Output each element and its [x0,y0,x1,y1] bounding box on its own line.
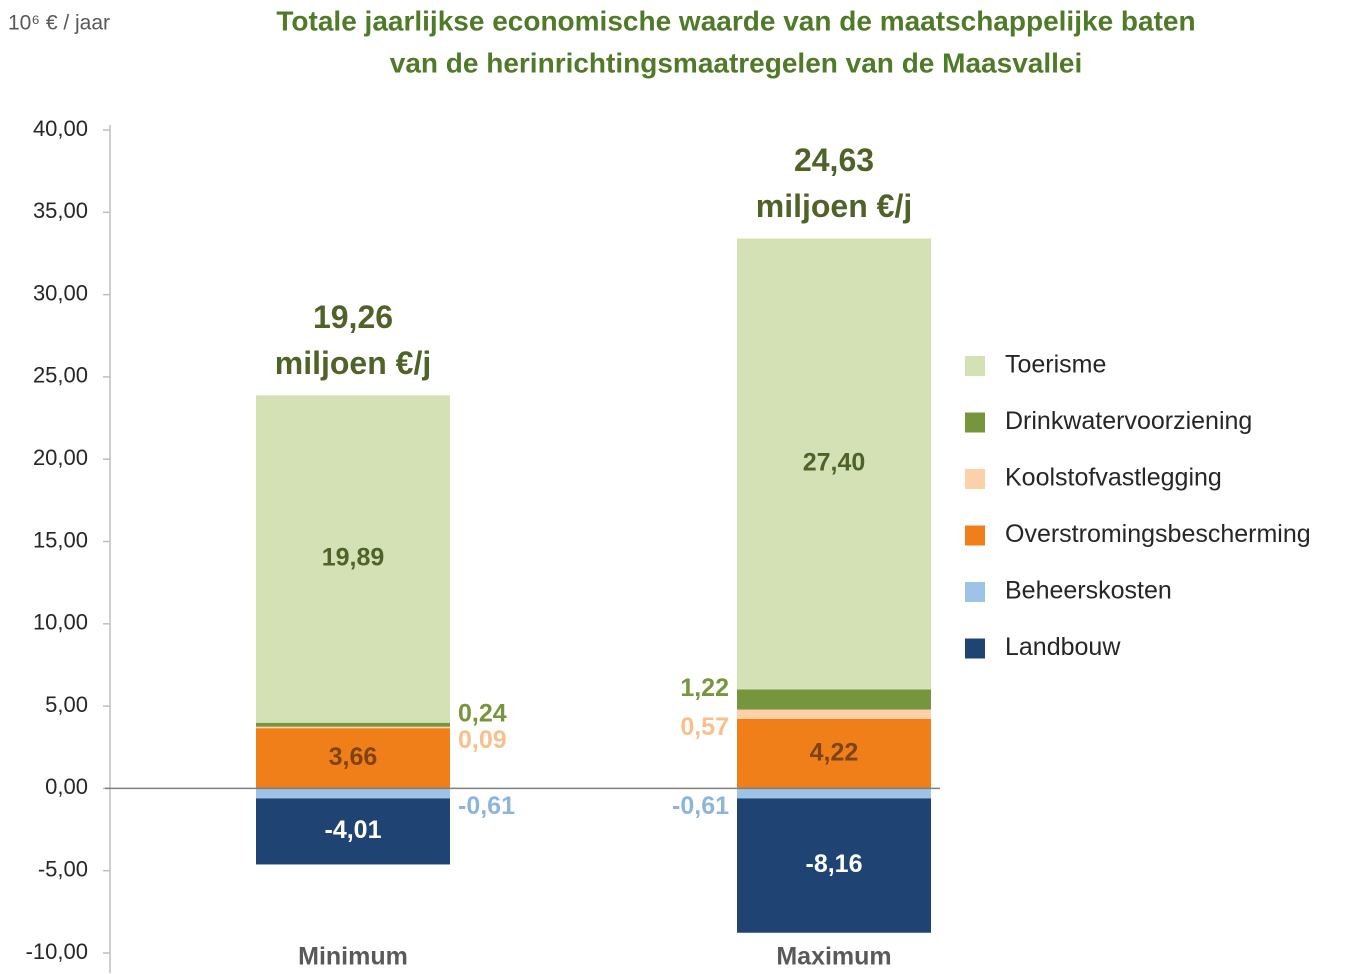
total-label: 24,63 [794,142,874,178]
value-label: -4,01 [325,816,382,844]
y-tick-label: -10,00 [26,939,88,964]
bar-segment [256,798,450,865]
bar-segment [256,722,450,727]
legend-label: Koolstofvastlegging [1005,464,1222,492]
value-label: 0,09 [458,726,507,754]
value-label: -0,61 [458,792,515,820]
value-label: 0,57 [680,713,729,741]
value-label: -8,16 [806,850,863,878]
total-unit: miljoen €/j [756,188,912,224]
value-label: 4,22 [810,738,859,766]
bar-segment [256,395,450,723]
y-tick-label: 20,00 [33,445,88,470]
y-tick-label: 10,00 [33,610,88,635]
total-label: 19,26 [313,299,393,335]
legend-swatch [965,412,985,433]
legend-label: Overstromingsbescherming [1005,520,1311,548]
bar-segment [737,238,931,690]
legend-label: Landbouw [1005,633,1121,661]
y-tick-label: -5,00 [38,857,88,882]
legend-swatch [965,469,985,489]
y-tick-label: 15,00 [33,527,88,552]
legend-swatch [965,582,985,602]
legend-swatch [965,638,985,659]
value-label: 0,24 [458,699,507,727]
bar-segment [737,798,931,933]
legend-label: Toerisme [1005,351,1106,379]
bar-segment [256,728,450,789]
legend-swatch [965,525,985,546]
y-tick-label: 0,00 [45,774,88,799]
bar-segment [256,726,450,729]
value-label: 19,89 [322,544,385,572]
value-label: 3,66 [329,743,378,771]
x-tick-label: Maximum [776,943,891,971]
y-axis-label: 10⁶ € / jaar [8,12,110,35]
y-tick-label: 30,00 [33,280,88,305]
value-label: -0,61 [672,792,729,820]
y-tick-label: 35,00 [33,198,88,223]
y-tick-label: 40,00 [33,116,88,141]
y-tick-label: 25,00 [33,363,88,388]
bar-segment [256,788,450,799]
bar-segment [737,788,931,799]
bar-segment [737,718,931,789]
total-unit: miljoen €/j [275,345,431,381]
x-tick-label: Minimum [298,943,408,971]
chart-title: Totale jaarlijkse economische waarde van… [276,5,1195,36]
chart-title: van de herinrichtingsmaatregelen van de … [390,47,1083,78]
value-label: 27,40 [803,449,866,477]
legend-swatch [965,356,985,376]
bar-segment [737,689,931,710]
y-tick-label: 5,00 [45,692,88,717]
value-label: 1,22 [680,674,729,702]
legend-label: Drinkwatervoorziening [1005,407,1252,435]
legend-label: Beheerskosten [1005,577,1172,605]
bar-segment [737,709,931,719]
